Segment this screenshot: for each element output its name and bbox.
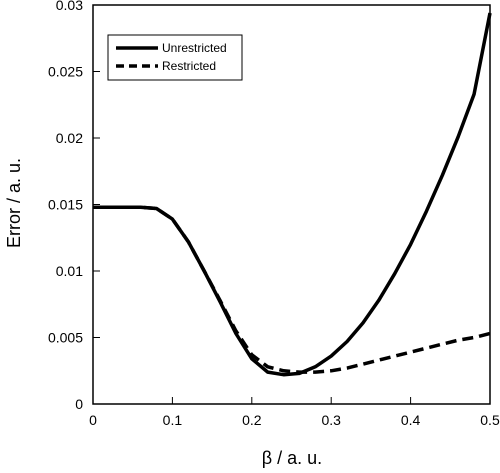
legend: Unrestricted Restricted — [107, 34, 243, 81]
x-tick-label: 0.3 — [321, 412, 341, 428]
series-layer — [93, 12, 492, 377]
y-tick-label: 0.025 — [48, 64, 83, 80]
y-tick-label: 0.005 — [48, 330, 83, 346]
y-tick-label: 0.03 — [56, 0, 83, 13]
series-line-unrestricted — [93, 12, 492, 377]
y-tick-label: 0.01 — [56, 263, 83, 279]
x-tick-label: 0.4 — [401, 412, 421, 428]
x-tick-label: 0.1 — [163, 412, 183, 428]
legend-label-restricted: Restricted — [162, 59, 216, 73]
legend-box — [107, 34, 243, 81]
tick-layer: 0 0.1 0.2 0.3 0.4 0.5 0 0.005 0.01 0.015 0.02 0.025… — [48, 0, 500, 428]
legend-label-unrestricted: Unrestricted — [162, 41, 227, 55]
x-axis-label: β / a. u. — [262, 448, 322, 468]
x-tick-label: 0 — [89, 412, 97, 428]
y-axis-label: Error / a. u. — [4, 158, 24, 248]
x-tick-label: 0.5 — [480, 412, 500, 428]
y-tick-label: 0.015 — [48, 197, 83, 213]
x-tick-label: 0.2 — [242, 412, 262, 428]
y-tick-label: 0.02 — [56, 130, 83, 146]
series-line-restricted — [93, 205, 491, 374]
y-tick-label: 0 — [75, 396, 83, 412]
